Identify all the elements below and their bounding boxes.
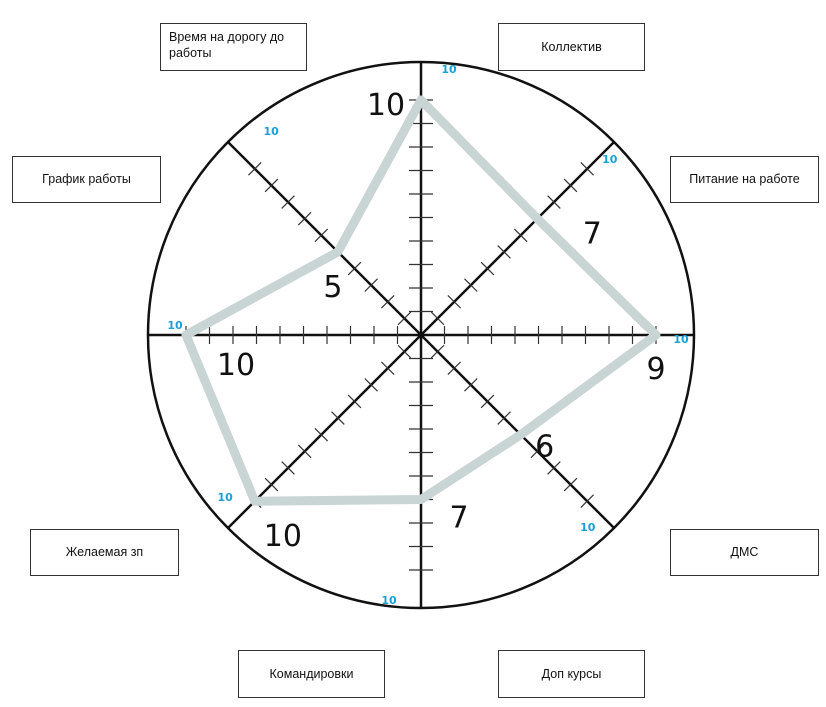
tick-mark (364, 378, 378, 392)
score-label-trips: 7 (449, 501, 468, 536)
tick-mark (513, 228, 528, 243)
score-label-salary: 10 (264, 519, 302, 554)
wheel-spokes (148, 62, 694, 608)
tick-mark (397, 344, 412, 359)
tick-mark (547, 461, 561, 475)
label-salary: Желаемая зп (30, 529, 179, 576)
handwritten-scores: 10 7 9 6 7 10 10 5 (217, 88, 666, 554)
tick-mark (430, 311, 445, 326)
tick-mark (297, 211, 312, 226)
tick-mark (563, 477, 578, 492)
tick-mark (464, 278, 478, 292)
tick-mark (297, 444, 312, 459)
tick-mark (380, 361, 395, 376)
tick-mark (264, 477, 279, 492)
tick-mark (264, 178, 279, 193)
tick-mark (331, 411, 345, 425)
score-label-team: 10 (367, 88, 405, 123)
label-commute: Время на дорогу до работы (160, 23, 307, 71)
tick-mark (480, 394, 495, 409)
tick-mark (248, 162, 262, 176)
tick-mark (580, 162, 594, 176)
score-polygon (181, 95, 661, 506)
scale-max-labels: 10 10 10 10 10 10 10 10 (167, 63, 689, 607)
max-scale-label: 10 (602, 153, 618, 166)
tick-mark (464, 378, 478, 392)
label-dms: ДМС (670, 529, 819, 576)
max-scale-label: 10 (218, 491, 234, 504)
tick-mark (347, 394, 362, 409)
tick-mark (580, 494, 594, 508)
tick-mark (314, 228, 329, 243)
tick-mark (480, 261, 495, 276)
tick-mark (281, 195, 295, 209)
max-scale-label: 10 (167, 319, 183, 332)
tick-mark (547, 195, 561, 209)
tick-mark (447, 361, 462, 376)
tick-mark (281, 461, 295, 475)
max-scale-label: 10 (264, 125, 280, 138)
tick-mark (347, 261, 362, 276)
tick-mark (497, 411, 511, 425)
tick-mark (397, 311, 412, 326)
tick-mark (364, 278, 378, 292)
tick-mark (430, 344, 445, 359)
label-meals: Питание на работе (670, 156, 819, 203)
tick-mark (314, 427, 329, 442)
label-team: Коллектив (498, 23, 645, 71)
spoke-line (227, 141, 615, 529)
label-schedule: График работы (12, 156, 161, 203)
score-label-dms: 9 (646, 352, 665, 387)
score-label-courses: 6 (535, 430, 554, 465)
max-scale-label: 10 (441, 63, 457, 76)
max-scale-label: 10 (580, 521, 596, 534)
max-scale-label: 10 (381, 594, 397, 607)
tick-mark (530, 444, 545, 459)
label-trips: Командировки (238, 650, 385, 698)
score-label-meals: 7 (583, 217, 602, 252)
tick-mark (447, 294, 462, 309)
tick-mark (563, 178, 578, 193)
max-scale-label: 10 (673, 333, 689, 346)
label-courses: Доп курсы (498, 650, 645, 698)
tick-mark (380, 294, 395, 309)
tick-mark (497, 245, 511, 259)
score-label-commute: 5 (323, 270, 342, 305)
score-label-schedule: 10 (217, 348, 255, 383)
